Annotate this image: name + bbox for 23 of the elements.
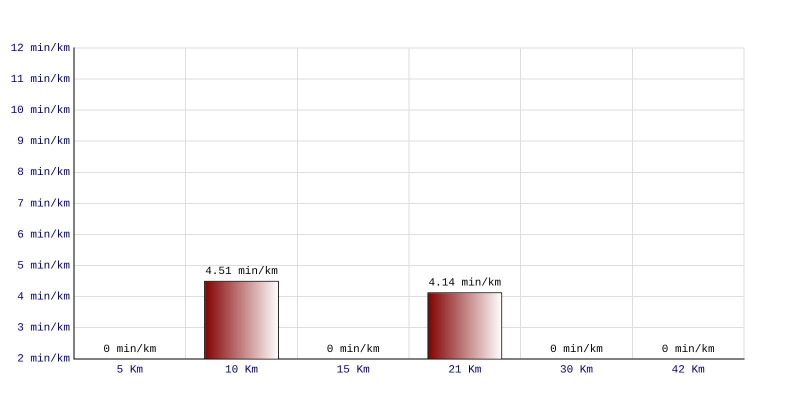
text: 0 min/km xyxy=(662,344,715,356)
data-label: 4.14 min/km xyxy=(428,278,502,290)
text: 0 min/km xyxy=(550,344,603,356)
y-tick-label: 9 min/km xyxy=(17,136,70,148)
y-tick-label: 7 min/km xyxy=(17,198,70,210)
x-tick-label: 21 Km xyxy=(448,364,482,376)
x-tick-label: 42 Km xyxy=(672,364,706,376)
text: 0 min/km xyxy=(326,344,380,356)
y-tick-label: 12 min/km xyxy=(10,42,70,55)
data-label: 4.51 min/km xyxy=(205,266,278,278)
y-tick-label: 3 min/km xyxy=(17,322,70,335)
x-tick-label: 10 Km xyxy=(224,364,258,376)
x-tick-label: 5 Km xyxy=(116,364,144,376)
y-tick-label: 10 min/km xyxy=(10,105,70,118)
x-tick-label: 15 Km xyxy=(336,364,370,376)
text: 0 min/km xyxy=(103,344,156,356)
y-tick-label: 8 min/km xyxy=(17,167,70,180)
y-tick-label: 2 min/km xyxy=(17,354,70,366)
y-tick-label: 6 min/km xyxy=(17,229,70,242)
y-tick-label: 4 min/km xyxy=(17,292,70,304)
x-tick-label: 30 Km xyxy=(560,364,594,376)
y-tick-label: 5 min/km xyxy=(17,260,70,272)
y-tick-label: 11 min/km xyxy=(10,74,70,86)
